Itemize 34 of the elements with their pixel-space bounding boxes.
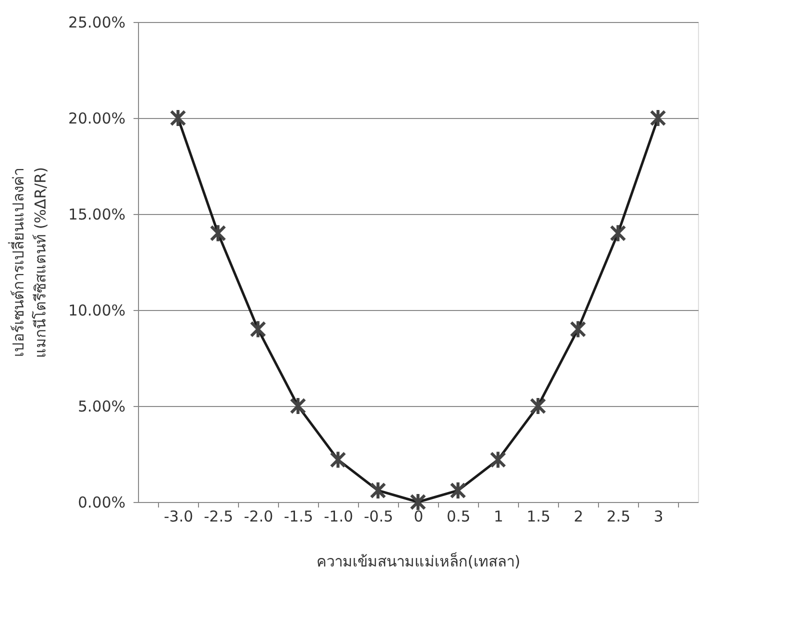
x-axis-title: ความเข้มสนามแม่เหล็ก(เทสลา) (316, 552, 520, 570)
x-tick-label: -0.5 (364, 508, 394, 526)
point (490, 450, 506, 470)
x-tick-label: -1.5 (284, 508, 314, 526)
point (530, 396, 546, 416)
point (250, 320, 266, 339)
x-tick-label: -2.5 (204, 508, 234, 526)
point (370, 480, 386, 500)
point (650, 108, 666, 128)
x-tick-label: 2.5 (606, 508, 630, 526)
point (170, 108, 186, 128)
point (210, 224, 226, 243)
x-tick-label: 0 (414, 508, 424, 526)
point (610, 224, 626, 243)
point (290, 396, 306, 416)
point (570, 320, 586, 339)
y-tick-label: 25.00% (68, 14, 126, 32)
x-tick-label: 2 (574, 508, 584, 526)
y-tick-label: 15.00% (68, 206, 126, 224)
point (410, 492, 426, 512)
x-tick-label: 0.5 (446, 508, 470, 526)
x-tick-label: 1.5 (526, 508, 550, 526)
x-tick-label: -1.0 (324, 508, 354, 526)
point (450, 480, 466, 500)
x-tick-label: -2.0 (244, 508, 274, 526)
x-tick-label: 1 (494, 508, 504, 526)
y-axis-title: เปอร์เซนต์การเปลี่ยนแปลงค่า แมกนีโตรีซิสแตนท์ (%ΔR/R) (7, 167, 50, 358)
y-tick-label: 10.00% (68, 302, 126, 320)
y-tick-label: 0.00% (78, 494, 126, 512)
y-tick-label: 20.00% (68, 110, 126, 128)
point (330, 450, 346, 470)
y-tick-label: 5.00% (78, 398, 126, 416)
x-tick-label: 3 (654, 508, 664, 526)
x-tick-label: -3.0 (164, 508, 194, 526)
